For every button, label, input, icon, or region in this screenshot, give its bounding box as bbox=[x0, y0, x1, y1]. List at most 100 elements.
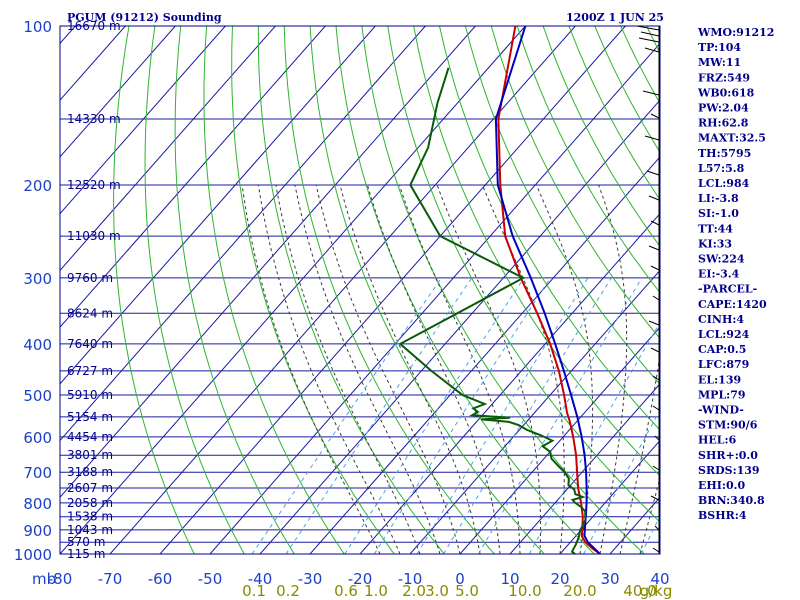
mixing-ratio-label: 5.0 bbox=[455, 582, 479, 600]
temperature-tick-label: -80 bbox=[48, 570, 73, 588]
wind-barb bbox=[650, 220, 660, 226]
pressure-unit-label: mb bbox=[32, 570, 56, 588]
mixing-ratio-line bbox=[251, 277, 442, 554]
dry-adiabat bbox=[439, 26, 660, 431]
pressure-tick-label: 600 bbox=[23, 429, 52, 447]
wind-barb bbox=[642, 90, 660, 96]
pressure-tick-label: 1000 bbox=[14, 546, 52, 564]
wind-barb bbox=[654, 525, 660, 531]
wind-barbs bbox=[636, 25, 660, 554]
dry-adiabat bbox=[309, 26, 545, 554]
isotherm bbox=[60, 26, 276, 272]
height-label: 115 m bbox=[67, 547, 105, 561]
mixing-ratio-label: 0.1 bbox=[242, 582, 266, 600]
temperature-profile bbox=[497, 26, 601, 554]
moist-adiabat bbox=[598, 184, 628, 554]
pressure-tick-label: 500 bbox=[23, 387, 52, 405]
isotherm bbox=[60, 26, 176, 158]
isotherm bbox=[60, 26, 476, 499]
temperature-tick-label: -50 bbox=[198, 570, 223, 588]
wind-barb bbox=[652, 547, 660, 553]
index-line: WB0:618 bbox=[697, 86, 755, 99]
parcel-profile bbox=[494, 26, 601, 554]
chart-time: 1200Z 1 JUN 25 bbox=[566, 11, 664, 24]
temperature-tick-label: -40 bbox=[248, 570, 273, 588]
height-label: 3188 m bbox=[67, 465, 113, 479]
dry-adiabat bbox=[113, 26, 195, 554]
isotherm bbox=[60, 26, 526, 554]
wind-barb bbox=[654, 435, 660, 441]
index-line: LCL:984 bbox=[698, 177, 750, 190]
index-line: FRZ:549 bbox=[698, 71, 750, 84]
chart-title: PGUM (91212) Sounding bbox=[67, 11, 222, 24]
isotherm bbox=[409, 269, 660, 554]
isotherm bbox=[60, 26, 226, 215]
pressure-tick-label: 200 bbox=[23, 177, 52, 195]
index-line: LI:-3.8 bbox=[698, 192, 739, 205]
wind-barb bbox=[648, 195, 660, 201]
mixing-ratio-label: 0.6 bbox=[334, 582, 358, 600]
mixing-ratio-line bbox=[285, 277, 473, 554]
moist-adiabat bbox=[275, 184, 421, 554]
wind-barb bbox=[652, 465, 660, 471]
wind-barb bbox=[636, 25, 660, 31]
index-line: MW:11 bbox=[698, 56, 741, 69]
mixing-ratio-label: 0.2 bbox=[276, 582, 300, 600]
height-label: 16670 m bbox=[67, 19, 121, 33]
dry-adiabat bbox=[490, 26, 660, 340]
pressure-tick-label: 400 bbox=[23, 336, 52, 354]
height-label: 5910 m bbox=[67, 388, 113, 402]
mixing-ratio-label: 20.0 bbox=[563, 582, 596, 600]
dry-adiabat bbox=[257, 26, 445, 554]
temperature-tick-label: 30 bbox=[600, 570, 619, 588]
moist-adiabat bbox=[366, 184, 501, 554]
moist-adiabat bbox=[398, 184, 521, 554]
index-line: HEL:6 bbox=[698, 434, 737, 447]
isotherm bbox=[359, 212, 660, 554]
index-line: WMO:91212 bbox=[697, 26, 774, 39]
height-label: 2607 m bbox=[67, 481, 113, 495]
wind-barb bbox=[644, 135, 660, 141]
temperature-tick-label: -10 bbox=[398, 570, 423, 588]
wind-barb bbox=[648, 320, 660, 326]
index-line: SHR+:0.0 bbox=[698, 449, 758, 462]
height-label: 12520 m bbox=[67, 178, 121, 192]
isotherm bbox=[559, 439, 660, 554]
moist-adiabat bbox=[241, 184, 381, 554]
mixing-ratio-label: 40.0 bbox=[623, 582, 656, 600]
index-line: EHI:0.0 bbox=[698, 479, 745, 492]
wind-barb bbox=[644, 47, 660, 53]
temperature-tick-label: -30 bbox=[298, 570, 323, 588]
mixing-ratio-line bbox=[443, 277, 612, 554]
moist-adiabat bbox=[481, 184, 565, 554]
dry-adiabat bbox=[203, 26, 345, 554]
mixing-ratio-label: 1.0 bbox=[364, 582, 388, 600]
temperature-tick-label: -60 bbox=[148, 570, 173, 588]
index-line: SI:-1.0 bbox=[698, 207, 739, 220]
wind-barb bbox=[652, 295, 660, 301]
height-label: 1538 m bbox=[67, 510, 113, 524]
height-label: 570 m bbox=[67, 535, 105, 549]
mixing-ratio-label: 10.0 bbox=[508, 582, 541, 600]
dry-adiabat bbox=[464, 26, 660, 386]
height-label: 7640 m bbox=[67, 337, 113, 351]
isotherm bbox=[159, 26, 626, 554]
mixing-ratio-line bbox=[373, 277, 551, 554]
wind-barb bbox=[646, 170, 660, 176]
isotherm bbox=[509, 383, 660, 554]
mixing-ratio-line bbox=[344, 277, 525, 554]
temperature-tick-label: 10 bbox=[500, 570, 519, 588]
height-label: 9760 m bbox=[67, 271, 113, 285]
mixing-ratio-line bbox=[478, 277, 643, 554]
index-line: BSHR:4 bbox=[698, 509, 747, 522]
wind-barb bbox=[650, 265, 660, 271]
dry-adiabat bbox=[516, 26, 660, 294]
wind-barb bbox=[652, 405, 660, 411]
height-label: 3801 m bbox=[67, 448, 113, 462]
wind-barb bbox=[638, 37, 660, 43]
index-line: BRN:340.8 bbox=[698, 494, 765, 507]
index-line: TP:104 bbox=[698, 41, 741, 54]
moist-adiabat bbox=[339, 184, 481, 554]
index-line: TH:5795 bbox=[698, 147, 751, 160]
